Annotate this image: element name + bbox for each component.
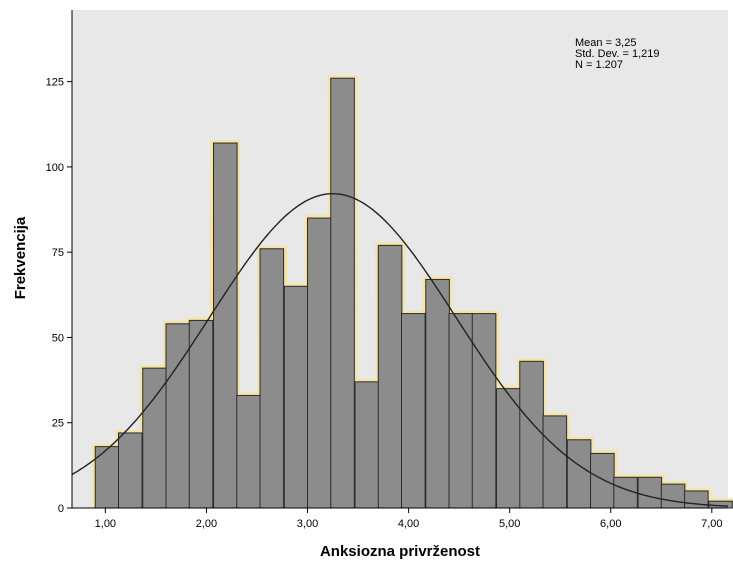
x-tick-label: 3,00	[297, 518, 318, 530]
histogram-bars	[94, 77, 733, 509]
y-axis-title: Frekvencija	[12, 216, 29, 299]
x-tick-label: 6,00	[600, 518, 621, 530]
x-tick-label: 1,00	[95, 518, 116, 530]
histogram-bar	[401, 313, 426, 509]
x-tick-label: 5,00	[499, 518, 520, 530]
histogram-bar	[236, 394, 261, 509]
histogram-bar	[283, 285, 309, 509]
histogram-bar	[590, 452, 615, 509]
histogram-bar	[213, 142, 238, 509]
normal-curve	[71, 193, 729, 507]
histogram-bar	[165, 323, 191, 509]
histogram-bar	[448, 313, 474, 509]
x-tick-label: 4,00	[398, 518, 419, 530]
x-axis-title: Anksiozna privrženost	[320, 543, 480, 560]
y-tick-label: 125	[46, 77, 64, 89]
histogram-bar	[142, 367, 167, 509]
stats-line: N = 1.207	[575, 59, 623, 71]
histogram-bar	[471, 313, 497, 509]
histogram-bar	[566, 439, 592, 509]
y-tick-label: 25	[52, 418, 64, 430]
histogram-bar	[660, 483, 686, 509]
histogram-bar	[117, 432, 143, 509]
x-tick-label: 7,00	[701, 518, 722, 530]
histogram-bar	[684, 490, 709, 509]
histogram-bar	[425, 278, 450, 509]
histogram-bar	[259, 248, 285, 509]
histogram-bar	[542, 415, 568, 509]
y-tick-label: 75	[52, 247, 64, 259]
stats-line: Mean = 3,25	[575, 37, 636, 49]
y-tick-label: 50	[52, 332, 64, 344]
histogram-bar	[330, 77, 355, 509]
y-axis-ticks: 0 25 50 75 100 125	[46, 77, 72, 515]
y-tick-label: 0	[58, 503, 64, 515]
histogram-bar	[377, 244, 403, 509]
y-tick-label: 100	[46, 162, 64, 174]
stats-line: Std. Dev. = 1,219	[575, 48, 660, 60]
histogram-bar	[354, 381, 380, 509]
histogram-bar	[307, 217, 332, 509]
x-axis-ticks: 1,00 2,00 3,00 4,00 5,00 6,00 7,00	[95, 508, 723, 530]
histogram-bar	[496, 388, 521, 509]
histogram-bar	[519, 360, 544, 509]
histogram-bar	[188, 319, 214, 509]
histogram-bar	[637, 476, 663, 509]
x-tick-label: 2,00	[196, 518, 217, 530]
